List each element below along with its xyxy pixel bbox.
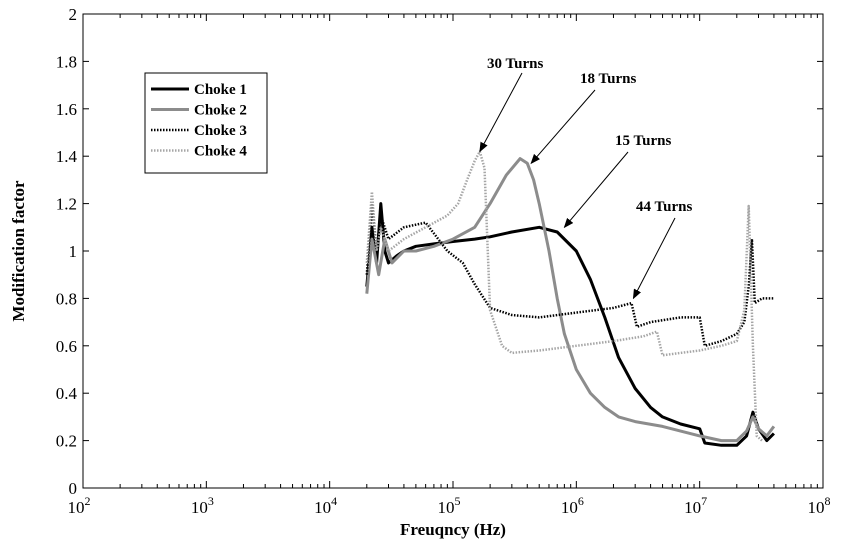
annotation-label-4: 44 Turns (636, 199, 692, 215)
legend: Choke 1 Choke 2 Choke 3 Choke 4 (144, 72, 268, 174)
series-line-2 (365, 157, 776, 443)
annotation-label-1: 30 Turns (487, 56, 543, 72)
x-tick-label: 107 (684, 494, 707, 517)
legend-entry-1: Choke 1 (194, 82, 247, 98)
series-line-4 (365, 150, 763, 442)
x-tick-label: 108 (808, 494, 831, 517)
x-tick-label: 104 (314, 494, 337, 517)
y-tick-label: 2 (69, 5, 78, 24)
y-ticks: 0 0.2 0.4 0.6 0.8 1 1.2 1.4 1.6 1.8 2 (56, 5, 823, 498)
y-tick-label: 1.6 (56, 100, 77, 119)
x-tick-label: 102 (68, 494, 91, 517)
y-tick-label: 1.8 (56, 52, 77, 71)
annotation-label-3: 15 Turns (615, 133, 671, 149)
annotation-arrow-2 (530, 89, 596, 165)
annotation-label-2: 18 Turns (580, 71, 636, 87)
annotation-arrow-1 (479, 72, 523, 153)
legend-entry-2: Choke 2 (194, 103, 247, 119)
x-axis-label: Freuqncy (Hz) (400, 520, 506, 539)
x-ticks: 102 103 104 105 106 107 108 (68, 14, 831, 517)
x-tick-label: 106 (561, 494, 584, 517)
y-tick-label: 0 (69, 479, 78, 498)
series-line-1 (365, 202, 775, 447)
y-tick-label: 0.8 (56, 289, 77, 308)
legend-entry-4: Choke 4 (194, 144, 247, 160)
series-line-3 (365, 202, 774, 348)
annotations: 30 Turns 18 Turns 15 Turns 44 Turns (479, 56, 692, 300)
annotation-arrow-4 (632, 217, 676, 300)
y-tick-label: 0.2 (56, 432, 77, 451)
x-tick-label: 103 (191, 494, 214, 517)
y-tick-label: 0.6 (56, 337, 77, 356)
x-tick-label: 105 (438, 494, 461, 517)
y-tick-label: 1 (69, 242, 78, 261)
y-tick-label: 1.4 (56, 147, 78, 166)
series-layer (365, 150, 776, 447)
legend-entry-3: Choke 3 (194, 123, 247, 139)
y-tick-label: 0.4 (56, 384, 78, 403)
y-axis-label: Modification factor (9, 180, 28, 322)
y-tick-label: 1.2 (56, 195, 77, 214)
annotation-arrow-3 (563, 151, 629, 229)
